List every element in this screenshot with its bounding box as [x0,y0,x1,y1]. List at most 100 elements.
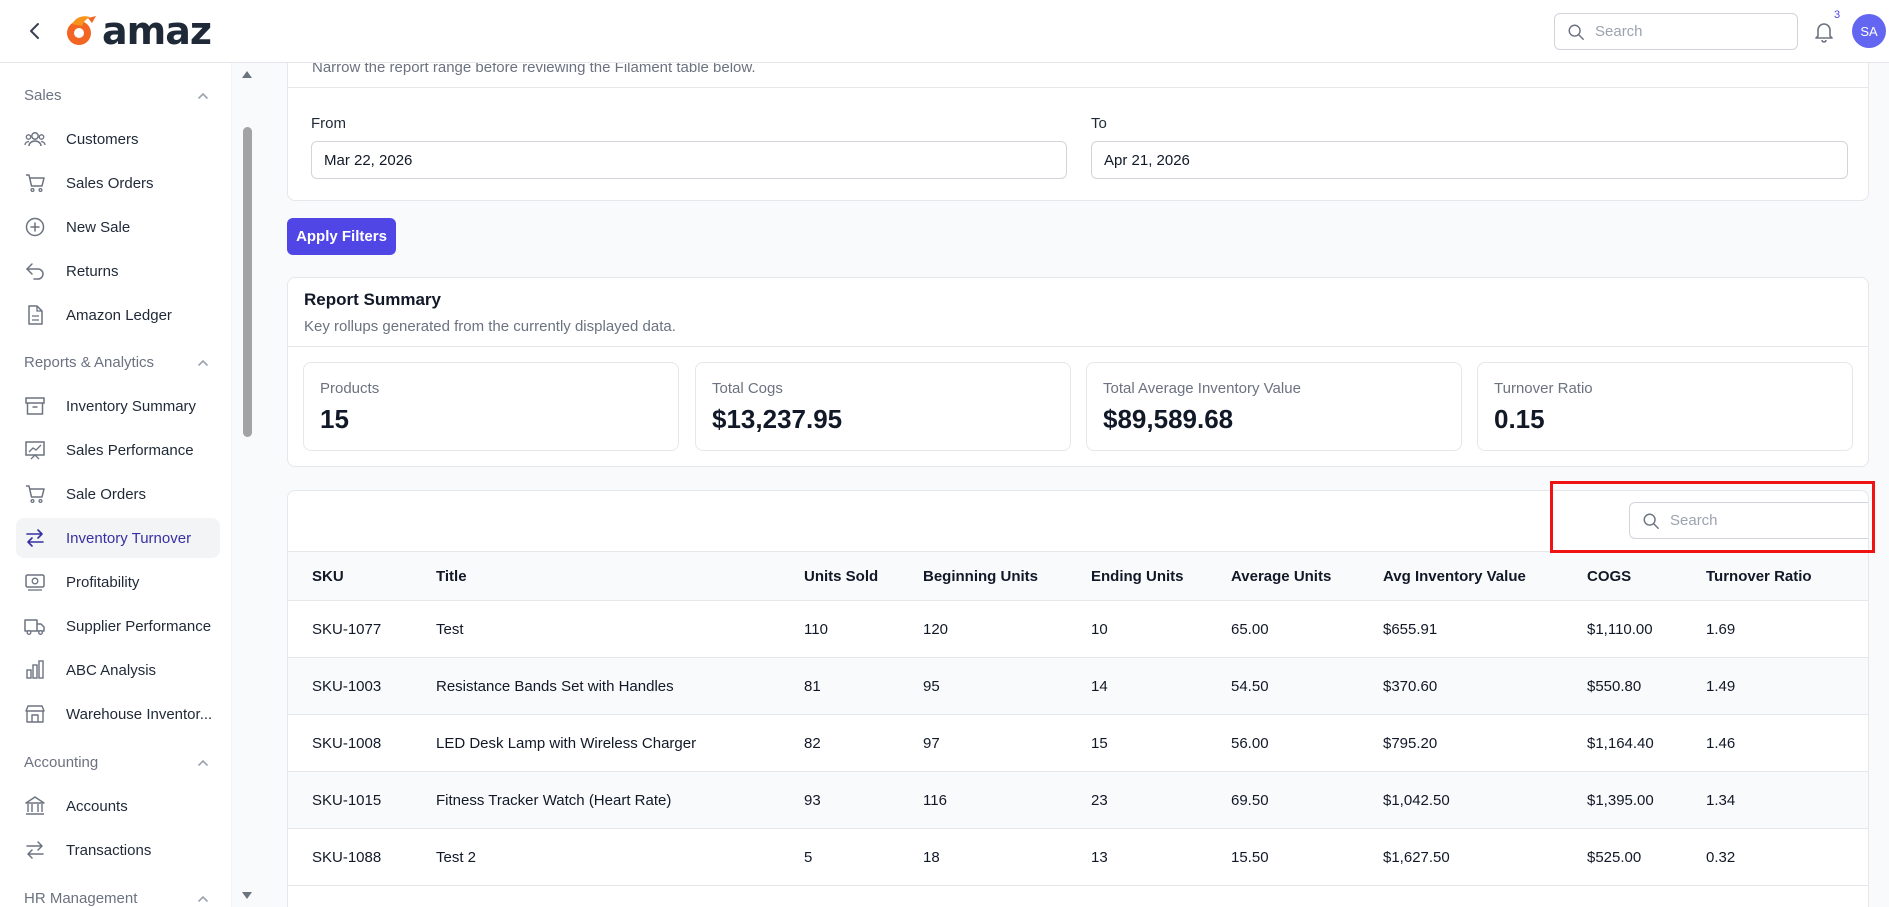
arrows-swap-icon [24,839,46,861]
sidebar-item-label: Supplier Performance [66,617,212,635]
cell-cogs: $1,164.40 [1563,714,1682,772]
back-arrow-icon[interactable] [22,18,48,44]
column-header-cogs[interactable]: COGS [1563,551,1682,601]
table-search[interactable] [1629,502,1868,539]
cell-title: Test 2 [412,828,780,886]
plus-circle-icon [24,216,46,238]
column-header-units-sold[interactable]: Units Sold [780,551,899,601]
to-date-input[interactable]: Apr 21, 2026 [1091,141,1848,179]
table-row[interactable]: SKU-1015 Fitness Tracker Watch (Heart Ra… [288,771,1868,829]
sidebar-item-inventory-summary[interactable]: Inventory Summary [16,386,220,426]
to-label: To [1091,115,1107,132]
banknote-icon [24,571,46,593]
sidebar-item-inventory-turnover[interactable]: Inventory Turnover [16,518,220,558]
sidebar: Sales Customers Sales Orders New Sale Re… [0,63,232,907]
cell-ending-units: 10 [1067,600,1207,658]
chevron-up-icon[interactable] [196,756,210,770]
cell-turnover-ratio: 1.69 [1682,600,1868,658]
column-header-avg-inventory-value[interactable]: Avg Inventory Value [1359,551,1563,601]
sidebar-item-accounts[interactable]: Accounts [16,786,220,826]
sidebar-item-label: New Sale [66,218,131,236]
sidebar-group-reports[interactable]: Reports & Analytics [24,354,155,371]
stat-value: $13,237.95 [712,404,843,434]
global-search[interactable] [1554,13,1798,50]
from-label: From [311,115,346,132]
column-header-average-units[interactable]: Average Units [1207,551,1359,601]
sidebar-item-label: Warehouse Inventor... [66,705,213,723]
column-header-turnover-ratio[interactable]: Turnover Ratio [1682,551,1868,601]
cell-units-sold: 110 [780,600,899,658]
app-logo[interactable]: amaz [62,12,212,50]
sidebar-item-amazon-ledger[interactable]: Amazon Ledger [16,295,220,335]
column-header-title[interactable]: Title [412,551,780,601]
sidebar-group-accounting[interactable]: Accounting [24,754,99,771]
table-row[interactable]: SKU-1003 Resistance Bands Set with Handl… [288,657,1868,715]
cell-turnover-ratio: 1.46 [1682,714,1868,772]
cell-ending-units: 14 [1067,657,1207,715]
table-row[interactable]: SKU-1077 Test 110 120 10 65.00 $655.91 $… [288,600,1868,658]
sidebar-item-sales-performance[interactable]: Sales Performance [16,430,220,470]
arrows-swap-icon [24,527,46,549]
column-header-sku[interactable]: SKU [288,551,412,601]
sidebar-item-returns[interactable]: Returns [16,251,220,291]
search-icon [1643,513,1659,529]
cell-cogs: $1,110.00 [1563,600,1682,658]
top-bar: amaz 3 SA [0,0,1889,63]
cell-ending-units: 15 [1067,714,1207,772]
filter-description: Narrow the report range before reviewing… [312,63,756,76]
cell-avg-inventory-value: $1,627.50 [1359,828,1563,886]
column-header-ending-units[interactable]: Ending Units [1067,551,1207,601]
cell-beginning-units: 95 [899,657,1067,715]
cell-average-units: 65.00 [1207,600,1359,658]
chevron-up-icon[interactable] [196,356,210,370]
cell-title: LED Desk Lamp with Wireless Charger [412,714,780,772]
cell-title: Resistance Bands Set with Handles [412,657,780,715]
filter-card [287,63,1869,201]
sidebar-item-new-sale[interactable]: New Sale [16,207,220,247]
cell-cogs: $550.80 [1563,657,1682,715]
table-search-input[interactable] [1670,512,1850,529]
chevron-up-icon[interactable] [196,892,210,906]
sidebar-item-warehouse-inventory[interactable]: Warehouse Inventor... [16,694,220,734]
sidebar-item-sales-orders[interactable]: Sales Orders [16,163,220,203]
sidebar-item-customers[interactable]: Customers [16,119,220,159]
stat-label: Products [320,380,380,397]
bell-icon[interactable] [1812,19,1838,45]
scroll-up-arrow-icon[interactable] [239,68,255,80]
chart-icon [24,439,46,461]
column-header-beginning-units[interactable]: Beginning Units [899,551,1067,601]
cell-turnover-ratio: 0.32 [1682,828,1868,886]
avatar[interactable]: SA [1852,14,1886,48]
from-date-input[interactable]: Mar 22, 2026 [311,141,1067,179]
cell-average-units: 56.00 [1207,714,1359,772]
sidebar-item-supplier-performance[interactable]: Supplier Performance [16,606,220,646]
sidebar-item-label: Transactions [66,841,152,859]
chevron-up-icon[interactable] [196,89,210,103]
scroll-down-arrow-icon[interactable] [239,890,255,902]
stat-value: 15 [320,404,349,434]
cell-units-sold: 81 [780,657,899,715]
sidebar-group-sales[interactable]: Sales [24,87,62,104]
notification-count: 3 [1834,9,1841,21]
cell-sku: SKU-1008 [288,714,412,772]
apply-filters-button[interactable]: Apply Filters [287,218,396,255]
sidebar-item-abc-analysis[interactable]: ABC Analysis [16,650,220,690]
cell-average-units: 69.50 [1207,771,1359,829]
sidebar-item-label: ABC Analysis [66,661,157,679]
sidebar-item-profitability[interactable]: Profitability [16,562,220,602]
cell-avg-inventory-value: $1,042.50 [1359,771,1563,829]
scrollbar-thumb[interactable] [243,127,252,437]
cell-cogs: $1,395.00 [1563,771,1682,829]
stat-value: $89,589.68 [1103,404,1234,434]
cell-cogs: $525.00 [1563,828,1682,886]
table-row[interactable]: SKU-1088 Test 2 5 18 13 15.50 $1,627.50 … [288,828,1868,886]
stat-total-cogs: Total Cogs $13,237.95 [695,362,1071,451]
sidebar-item-sale-orders[interactable]: Sale Orders [16,474,220,514]
sidebar-group-hr[interactable]: HR Management [24,890,138,907]
table-row[interactable]: SKU-1008 LED Desk Lamp with Wireless Cha… [288,714,1868,772]
inventory-turnover-table: SKU Title Units Sold Beginning Units End… [288,551,1868,886]
global-search-input[interactable] [1595,23,1775,40]
summary-subtitle: Key rollups generated from the currently… [304,318,676,335]
cart-icon [24,483,46,505]
sidebar-item-transactions[interactable]: Transactions [16,830,220,870]
